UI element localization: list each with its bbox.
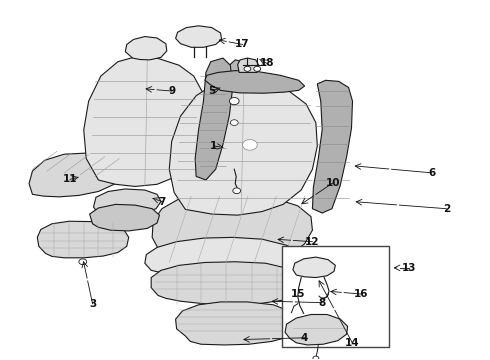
Text: 18: 18 [260, 58, 274, 68]
Polygon shape [238, 58, 259, 72]
Text: 2: 2 [442, 204, 450, 214]
Circle shape [313, 356, 319, 360]
Text: 11: 11 [63, 174, 77, 184]
Text: 10: 10 [326, 178, 340, 188]
Polygon shape [205, 71, 305, 93]
Polygon shape [293, 257, 335, 278]
Text: 1: 1 [210, 141, 217, 151]
Circle shape [230, 120, 238, 126]
Text: 16: 16 [354, 289, 368, 299]
Polygon shape [90, 204, 159, 231]
Text: 17: 17 [235, 40, 250, 49]
Polygon shape [151, 262, 308, 305]
Text: 6: 6 [428, 168, 435, 178]
Polygon shape [94, 189, 161, 215]
Circle shape [244, 66, 251, 71]
Polygon shape [152, 194, 313, 264]
Polygon shape [313, 80, 352, 213]
Text: 9: 9 [168, 86, 175, 96]
Polygon shape [169, 79, 318, 215]
Text: 4: 4 [301, 333, 308, 343]
Text: 3: 3 [89, 299, 96, 309]
Text: 12: 12 [305, 237, 319, 247]
Polygon shape [285, 315, 347, 345]
Text: 15: 15 [291, 289, 305, 299]
Polygon shape [29, 153, 121, 197]
Circle shape [79, 259, 87, 265]
Text: 13: 13 [401, 263, 416, 273]
Circle shape [233, 188, 241, 194]
Polygon shape [220, 60, 245, 169]
Text: 5: 5 [208, 86, 216, 96]
Polygon shape [84, 56, 206, 186]
Polygon shape [195, 58, 233, 180]
Polygon shape [37, 221, 129, 258]
Text: 14: 14 [345, 338, 360, 348]
Polygon shape [175, 26, 221, 47]
Text: 7: 7 [158, 197, 166, 207]
Text: 8: 8 [318, 298, 326, 308]
Circle shape [229, 98, 239, 105]
Polygon shape [145, 237, 305, 278]
Bar [282, 246, 389, 347]
Polygon shape [175, 302, 300, 345]
Circle shape [254, 66, 261, 71]
Circle shape [243, 139, 257, 150]
Polygon shape [125, 37, 167, 60]
